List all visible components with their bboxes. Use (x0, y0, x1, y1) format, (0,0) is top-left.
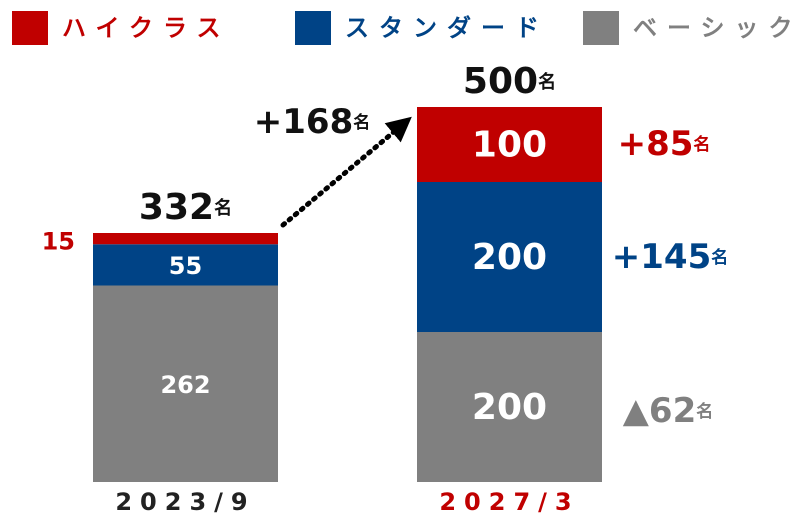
annotation-value: +168 (254, 102, 353, 142)
growth-arrow (280, 116, 412, 228)
segment-label: 100 (472, 125, 547, 166)
annotation: +85名 (618, 124, 711, 164)
bar-segment (417, 332, 602, 482)
annotation-value: +85 (618, 124, 694, 164)
bar-segment (93, 233, 278, 245)
segment-label: 55 (169, 252, 202, 280)
annotation-value: ▲62 (623, 391, 696, 431)
legend-swatch (12, 11, 48, 45)
bar-segment (93, 244, 278, 286)
legend-swatch (583, 11, 619, 45)
total-unit: 名 (538, 71, 556, 93)
x-tick-label: 2027/3 (439, 488, 579, 516)
segment-label: 15 (42, 228, 75, 256)
annotation-unit: 名 (353, 112, 370, 133)
total-value: 332 (139, 187, 214, 228)
annotation: +168名 (254, 102, 370, 142)
total-label: 332名 (139, 187, 232, 228)
legend-swatch (295, 11, 331, 45)
legend-label: ハイクラス (62, 14, 231, 42)
total-value: 500 (463, 61, 538, 102)
annotation-unit: 名 (693, 134, 710, 155)
total-label: 500名 (463, 61, 556, 102)
bar-segment (93, 285, 278, 482)
annotation: +145名 (612, 237, 728, 277)
segment-label: 200 (472, 237, 547, 278)
total-unit: 名 (214, 197, 232, 219)
bar-segment (417, 107, 602, 182)
legend-label: ベーシック (633, 14, 803, 42)
annotation-unit: 名 (696, 401, 713, 422)
x-tick-label: 2023/9 (115, 488, 255, 516)
segment-label: 262 (160, 371, 210, 399)
annotation-unit: 名 (711, 247, 728, 268)
annotation-value: +145 (612, 237, 711, 277)
segment-label: 200 (472, 387, 547, 428)
annotation: ▲62名 (623, 391, 713, 431)
bar-segment (417, 182, 602, 332)
legend-label: スタンダード (345, 14, 549, 42)
